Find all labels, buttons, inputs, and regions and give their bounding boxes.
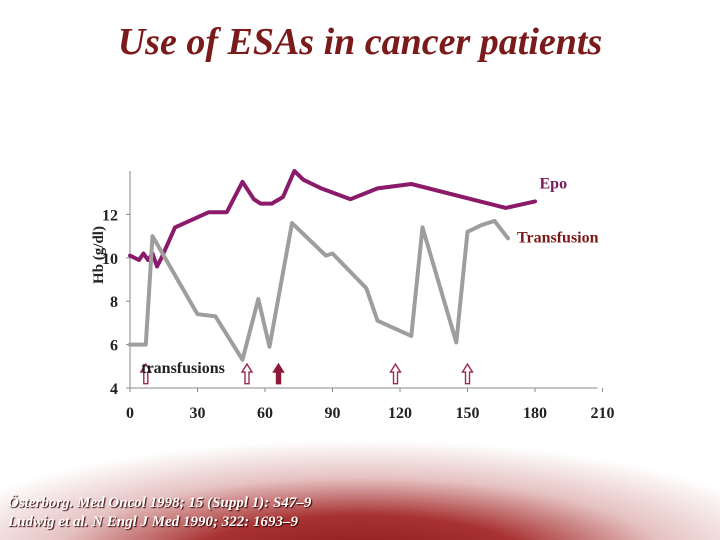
citation-line-2: Ludwig et al. N Engl J Med 1990; 322: 16…	[8, 514, 299, 530]
y-tick-label: 12	[102, 207, 118, 224]
x-tick-label: 0	[126, 405, 134, 422]
citation: Österborg. Med Oncol 1998; 15 (Suppl 1):…	[8, 494, 311, 532]
transfusion-series-label: Transfusion	[517, 230, 599, 247]
x-tick-label: 210	[591, 405, 615, 422]
x-tick-label: 90	[325, 405, 341, 422]
chart-axes	[129, 171, 598, 389]
chart-series	[128, 169, 537, 362]
x-tick-label: 150	[456, 405, 480, 422]
transfusions-annotation: transfusions	[141, 360, 225, 377]
y-tick-label: 10	[102, 251, 118, 268]
transfusion-arrow-outline-icon	[139, 362, 153, 385]
transfusion-arrow-outline-icon	[240, 362, 254, 385]
x-tick-label: 60	[257, 405, 273, 422]
transfusion-arrow-filled-icon	[272, 362, 285, 385]
series-line-transfusion	[128, 218, 510, 362]
citation-line-1: Österborg. Med Oncol 1998; 15 (Suppl 1):…	[8, 495, 312, 511]
y-tick-label: 6	[110, 338, 118, 355]
slide-title: Use of ESAs in cancer patients	[117, 21, 603, 63]
x-tick-label: 30	[190, 405, 206, 422]
x-tick-label: 180	[523, 405, 547, 422]
x-tick-label: 120	[388, 405, 412, 422]
transfusion-arrows	[139, 362, 474, 385]
epo-series-label: Epo	[540, 175, 568, 192]
transfusion-arrow-outline-icon	[461, 362, 474, 385]
transfusion-arrow-outline-icon	[389, 362, 402, 385]
chart-labels: Epo Transfusion transfusions	[141, 175, 598, 376]
y-tick-label: 8	[110, 294, 118, 311]
y-tick-label: 4	[110, 381, 118, 398]
